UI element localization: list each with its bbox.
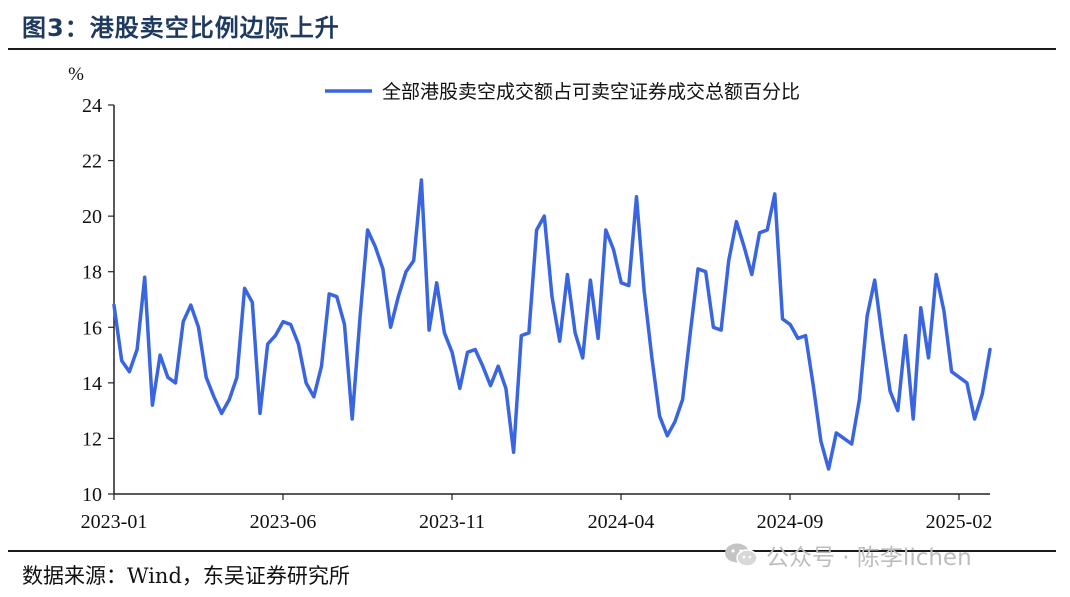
legend: 全部港股卖空成交额占可卖空证券成交总额百分比 xyxy=(325,81,800,103)
x-tick-label: 2024-09 xyxy=(757,511,824,533)
source-note: 数据来源：Wind，东吴证券研究所 xyxy=(22,564,350,588)
x-tick-label: 2025-02 xyxy=(926,511,993,533)
y-axis-unit-label: % xyxy=(68,64,84,85)
y-axis-ticks: 10 12 14 16 18 20 22 24 xyxy=(82,95,114,506)
y-tick-label: 20 xyxy=(82,206,102,228)
x-axis-ticks: 2023-01 2023-06 2023-11 2024-04 2024-09 2025-… xyxy=(81,494,993,533)
x-tick-label: 2024-04 xyxy=(588,511,655,533)
x-tick-label: 2023-11 xyxy=(419,511,485,533)
y-tick-label: 12 xyxy=(82,428,102,450)
series-line xyxy=(112,178,992,471)
top-rule xyxy=(8,48,1056,50)
figure-title: 图3：港股卖空比例边际上升 xyxy=(22,14,340,42)
wechat-icon xyxy=(725,543,758,567)
x-tick-label: 2023-01 xyxy=(81,511,148,533)
x-tick-label: 2023-06 xyxy=(250,511,317,533)
watermark: 公众号 · 陈李lichen xyxy=(724,540,972,571)
watermark-text: 公众号 · 陈李lichen xyxy=(766,545,972,571)
bottom-rule xyxy=(8,550,1056,552)
y-tick-label: 14 xyxy=(82,373,102,395)
y-tick-label: 18 xyxy=(82,262,102,284)
y-tick-label: 24 xyxy=(82,95,102,117)
legend-label: 全部港股卖空成交额占可卖空证券成交总额百分比 xyxy=(382,81,800,103)
y-tick-label: 16 xyxy=(82,317,102,339)
y-tick-label: 10 xyxy=(82,484,102,506)
y-tick-label: 22 xyxy=(82,151,102,173)
